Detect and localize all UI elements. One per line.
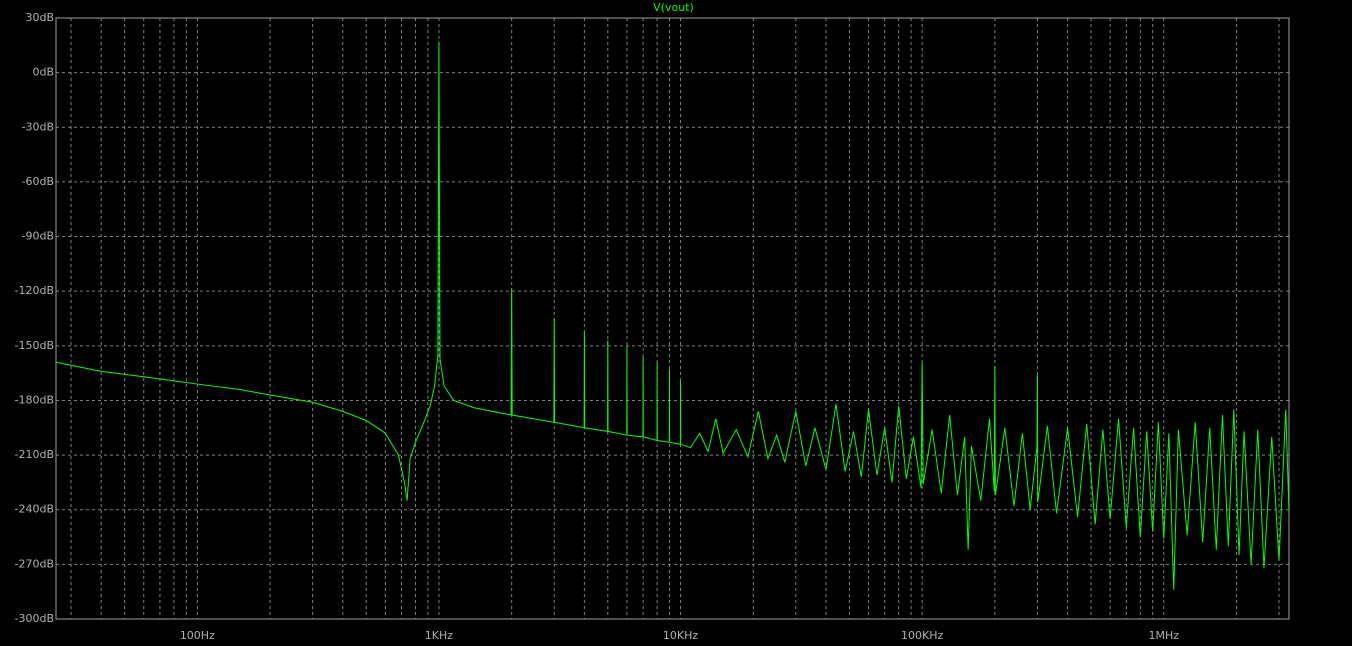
x-tick-label: 100KHz bbox=[901, 629, 943, 642]
x-tick-label: 100Hz bbox=[180, 629, 215, 642]
y-tick-label: 30dB bbox=[25, 11, 54, 24]
x-tick-label: 10KHz bbox=[663, 629, 698, 642]
y-tick-label: 0dB bbox=[32, 66, 54, 79]
plot-frame bbox=[55, 17, 1290, 620]
y-tick-label: -240dB bbox=[15, 503, 55, 516]
y-tick-label: -270dB bbox=[15, 557, 55, 570]
y-tick-label: -30dB bbox=[22, 120, 55, 133]
y-tick-label: -120dB bbox=[15, 284, 55, 297]
y-tick-label: -150dB bbox=[15, 339, 55, 352]
y-tick-label: -60dB bbox=[22, 175, 55, 188]
y-tick-label: -300dB bbox=[15, 612, 55, 625]
x-tick-label: 1KHz bbox=[425, 629, 453, 642]
y-tick-label: -180dB bbox=[15, 393, 55, 406]
y-tick-label: -90dB bbox=[22, 230, 55, 243]
x-tick-label: 1MHz bbox=[1148, 629, 1179, 642]
trace bbox=[55, 41, 1290, 590]
legend-label: V(vout) bbox=[653, 1, 694, 14]
y-tick-label: -210dB bbox=[15, 448, 55, 461]
